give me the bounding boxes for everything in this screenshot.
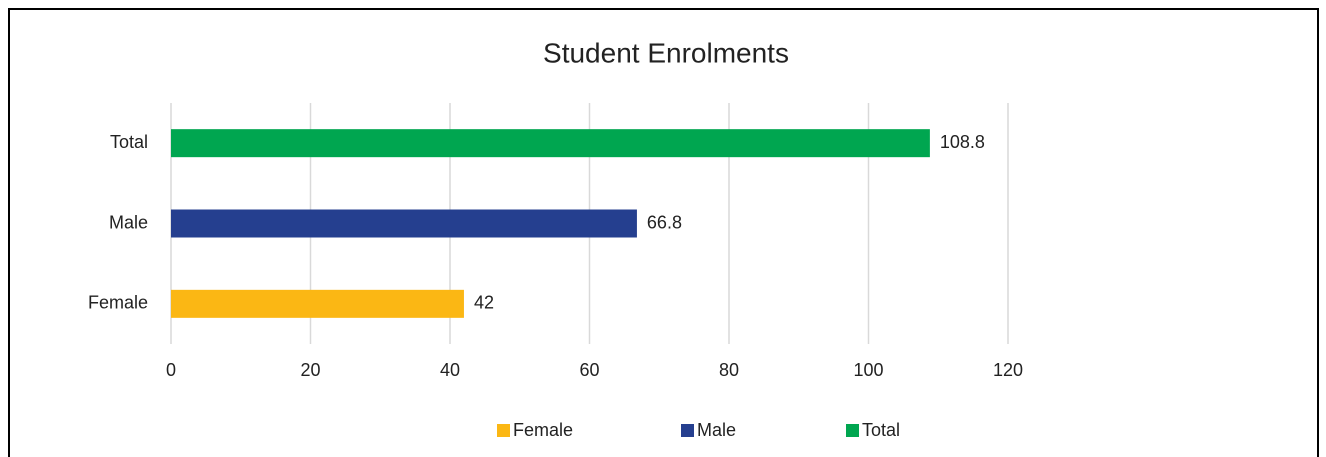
x-tick-label: 0 <box>166 360 176 380</box>
legend-swatch <box>846 424 859 437</box>
chart-title: Student Enrolments <box>543 37 789 68</box>
data-label: 108.8 <box>940 132 985 152</box>
x-tick-label: 60 <box>579 360 599 380</box>
y-tick-label: Total <box>110 132 148 152</box>
chart-frame <box>8 8 1319 457</box>
data-label: 66.8 <box>647 212 682 232</box>
x-tick-label: 120 <box>993 360 1023 380</box>
x-tick-label: 20 <box>300 360 320 380</box>
bar <box>171 129 930 158</box>
x-tick-label: 80 <box>719 360 739 380</box>
x-tick-label: 100 <box>853 360 883 380</box>
legend-label: Male <box>697 420 736 440</box>
data-label: 42 <box>474 293 494 313</box>
legend-label: Female <box>513 420 573 440</box>
bar <box>171 209 637 238</box>
bar <box>171 289 464 318</box>
y-tick-label: Male <box>109 212 148 232</box>
legend-swatch <box>497 424 510 437</box>
legend-label: Total <box>862 420 900 440</box>
x-tick-label: 40 <box>440 360 460 380</box>
y-tick-label: Female <box>88 293 148 313</box>
legend-swatch <box>681 424 694 437</box>
